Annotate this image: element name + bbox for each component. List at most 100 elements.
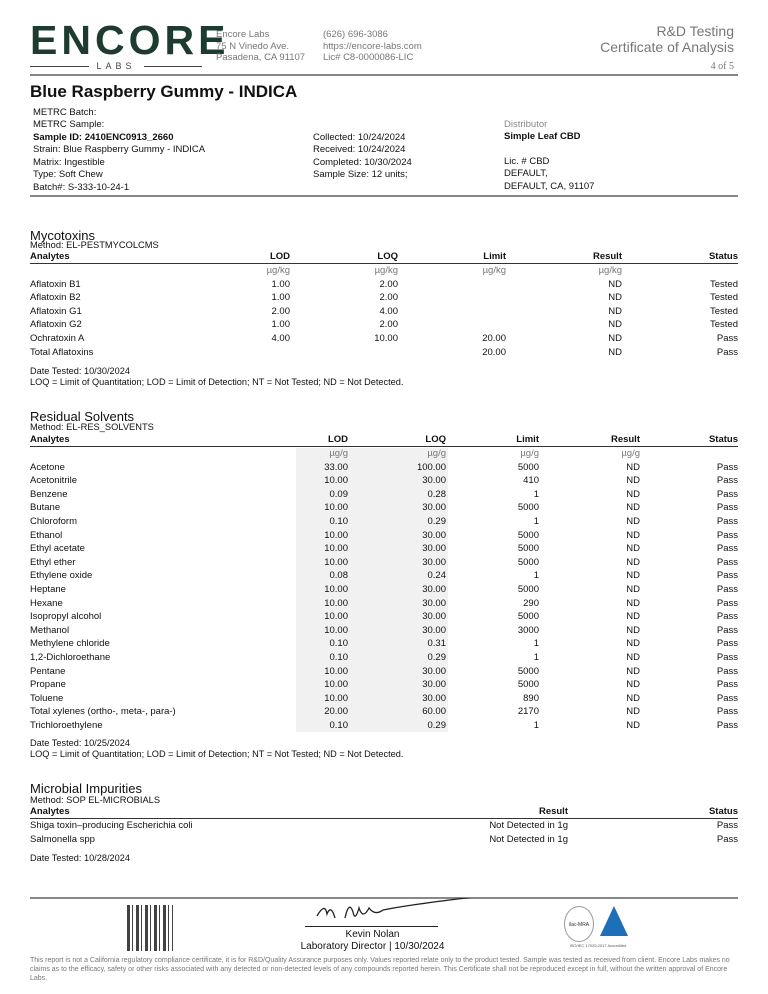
column-shading — [296, 448, 448, 732]
method: Method: SOP EL-MICROBIALS — [30, 795, 161, 805]
cell: Chloroform — [30, 515, 77, 527]
cell: Toluene — [30, 692, 64, 704]
cell: µg/kg — [598, 265, 622, 276]
table-row: Benzene 0.09 0.28 1 ND Pass — [30, 488, 738, 502]
cell: Pass — [716, 543, 738, 555]
cell: 10.00 — [324, 611, 348, 623]
cell: 30.00 — [422, 475, 446, 487]
cell: 5000 — [517, 461, 539, 473]
cell: Not Detected in 1g — [489, 833, 568, 845]
cell: 30.00 — [422, 692, 446, 704]
document-type: R&D Testing Certificate of Analysis 4 of… — [600, 23, 734, 72]
cell: Status — [708, 806, 738, 817]
cell: Heptane — [30, 583, 66, 595]
cell: Hexane — [30, 597, 63, 609]
cell: 2.00 — [271, 305, 291, 317]
divider — [30, 195, 738, 197]
section-title-solvents: Residual Solvents — [30, 409, 135, 424]
cell: 1 — [533, 651, 539, 663]
table-row: Ochratoxin A 4.00 10.00 20.00 ND Pass — [30, 332, 738, 346]
cell: 1 — [533, 488, 539, 500]
cell: ND — [626, 556, 640, 568]
cell: ND — [626, 502, 640, 514]
table-row: Total xylenes (ortho-, meta-, para-) 20.0… — [30, 705, 738, 719]
cell: 10.00 — [324, 543, 348, 555]
cell: 0.09 — [329, 488, 349, 500]
cell: 0.28 — [427, 488, 447, 500]
cell: 10.00 — [324, 475, 348, 487]
cell: µg/g — [329, 448, 348, 459]
cell: 30.00 — [422, 502, 446, 514]
cell: 10.00 — [374, 332, 398, 344]
cell: Pass — [716, 583, 738, 595]
lab-address: Encore Labs 75 N Vinedo Ave. Pasadena, CA … — [216, 29, 306, 63]
date-tested: Date Tested: 10/28/2024 — [30, 853, 130, 863]
cell: 0.24 — [427, 570, 447, 582]
cell: ND — [626, 706, 640, 718]
section-title-microbial: Microbial Impurities — [30, 781, 142, 796]
units-row: µg/g µg/g µg/g µg/g — [30, 447, 738, 461]
cell: Ochratoxin A — [30, 332, 85, 344]
divider — [30, 897, 738, 899]
table-row: Chloroform 0.10 0.29 1 ND Pass — [30, 515, 738, 529]
cell: Salmonella spp — [30, 833, 95, 845]
cell: ND — [626, 543, 640, 555]
cell: 5000 — [517, 502, 539, 514]
product-title: Blue Raspberry Gummy - INDICA — [30, 82, 298, 101]
cell: ND — [608, 332, 622, 344]
cell: ND — [626, 665, 640, 677]
cell: Result — [538, 806, 568, 817]
cell: Pass — [716, 719, 738, 731]
cell: Limit — [483, 251, 506, 262]
cell: 0.10 — [329, 638, 349, 650]
cell: ND — [626, 583, 640, 595]
cell: 5000 — [517, 543, 539, 555]
cell — [622, 264, 738, 278]
table-row: Acetone 33.00 100.00 5000 ND Pass — [30, 461, 738, 475]
cell: 3000 — [517, 624, 539, 636]
cell: Ethylene oxide — [30, 570, 93, 582]
cell: Pass — [716, 570, 738, 582]
iso-accreditation: ISO/IEC 17025:2017 Accredited — [569, 943, 627, 948]
cell: Limit — [516, 434, 539, 445]
cell — [290, 346, 398, 360]
cell: 10.00 — [324, 556, 348, 568]
cell: 10.00 — [324, 529, 348, 541]
cell: µg/kg — [266, 265, 290, 276]
microbial-table: Analytes Result Status Shiga toxin–producin… — [30, 806, 738, 846]
lab-contact: (626) 696-3086 https://encore-labs.com Lic… — [323, 29, 422, 63]
cell: 1 — [533, 570, 539, 582]
cell: Aflatoxin G2 — [30, 319, 82, 331]
cell: 30.00 — [422, 529, 446, 541]
cell: LOQ — [377, 251, 398, 262]
table-row: Isopropyl alcohol 10.00 30.00 5000 ND Pass — [30, 610, 738, 624]
cell: Aflatoxin B2 — [30, 292, 81, 304]
cell: Pass — [716, 346, 738, 358]
cell: 20.00 — [482, 346, 506, 358]
signature — [305, 895, 484, 928]
cell: Pass — [716, 597, 738, 609]
cell: 0.31 — [427, 638, 447, 650]
cell: Pass — [716, 833, 738, 845]
cell: ND — [626, 624, 640, 636]
cell: Analytes — [30, 434, 70, 445]
cell: Methanol — [30, 624, 70, 636]
cell: 5000 — [517, 529, 539, 541]
table-row: Methanol 10.00 30.00 3000 ND Pass — [30, 624, 738, 638]
cell: 1,2-Dichloroethane — [30, 651, 111, 663]
cell: 30.00 — [422, 679, 446, 691]
cell: Tested — [710, 305, 738, 317]
cell: 1.00 — [271, 319, 291, 331]
cell: Pass — [716, 475, 738, 487]
divider — [30, 74, 738, 76]
cell: 1.00 — [271, 292, 291, 304]
table-header: Analytes LOD LOQ Limit Result Status — [30, 251, 738, 264]
cell: 30.00 — [422, 624, 446, 636]
cell: 4.00 — [271, 332, 291, 344]
cell: Benzene — [30, 488, 68, 500]
table-row: Propane 10.00 30.00 5000 ND Pass — [30, 678, 738, 692]
cell: 0.29 — [427, 651, 447, 663]
cell: 20.00 — [324, 706, 348, 718]
qr-code[interactable] — [127, 905, 173, 951]
table-row: Hexane 10.00 30.00 290 ND Pass — [30, 597, 738, 611]
